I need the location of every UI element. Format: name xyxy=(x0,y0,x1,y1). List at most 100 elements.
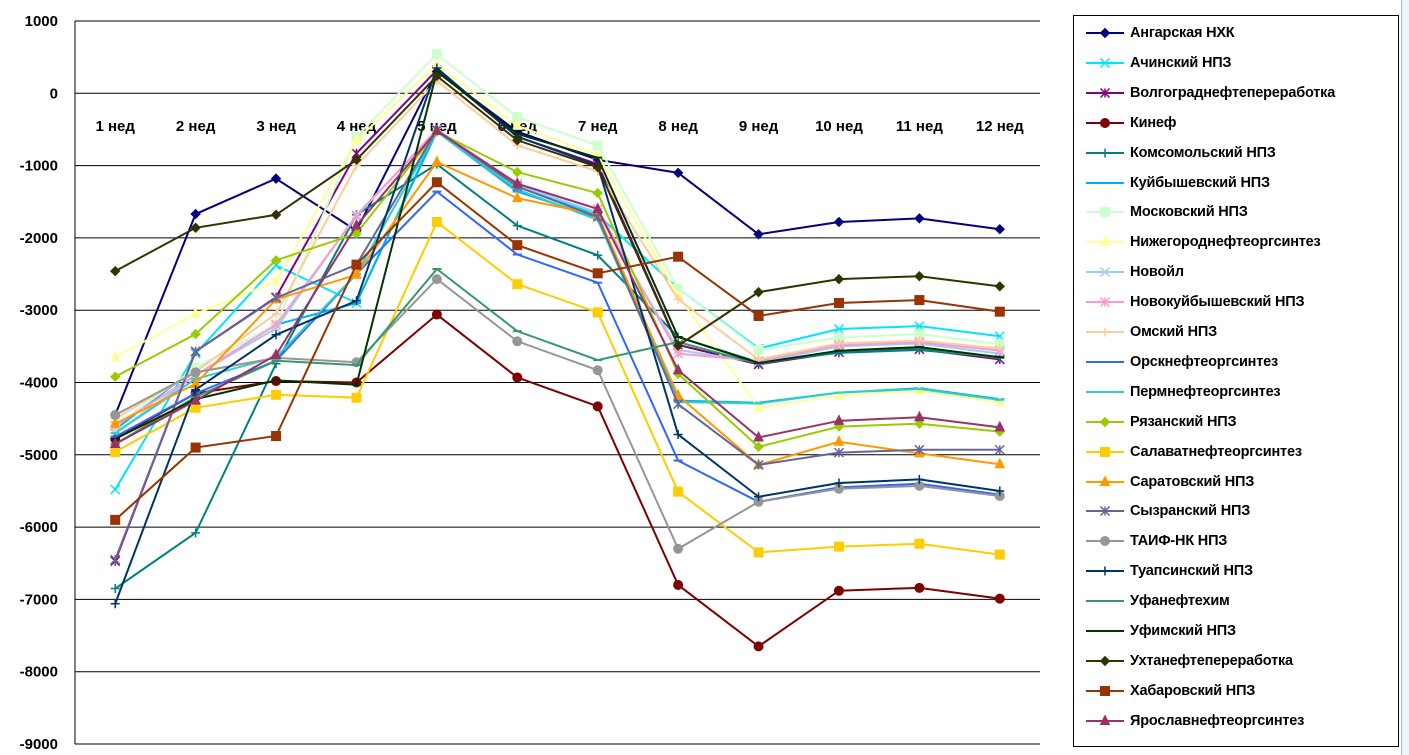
data-point xyxy=(994,457,1006,469)
series-line xyxy=(114,129,1000,445)
data-point xyxy=(190,346,201,357)
data-point xyxy=(753,547,764,558)
data-point xyxy=(834,478,844,488)
legend-label: Рязанский НПЗ xyxy=(1130,413,1237,430)
data-point xyxy=(1099,27,1111,39)
y-tick-labels: 1000 0 -1000 -2000 -3000 -4000 -5000 -6000 -7000… xyxy=(20,13,58,753)
legend-label: Салаватнефтеоргсинтез xyxy=(1130,443,1302,460)
legend-label: Комсомольский НПЗ xyxy=(1130,144,1276,161)
data-point xyxy=(512,135,523,146)
data-point xyxy=(914,582,925,593)
data-point xyxy=(994,593,1005,604)
series-2 xyxy=(110,124,1005,495)
data-point xyxy=(834,338,844,348)
legend-swatch xyxy=(1086,148,1124,158)
series-16 xyxy=(109,155,1006,469)
data-point xyxy=(833,447,844,458)
legend-swatch xyxy=(1086,416,1124,427)
data-point xyxy=(1100,566,1110,576)
data-point xyxy=(592,365,603,376)
legend-item: Московский НПЗ xyxy=(1074,201,1400,223)
data-point xyxy=(592,187,603,199)
legend-swatch xyxy=(1086,655,1124,667)
data-point xyxy=(1099,474,1111,486)
data-point xyxy=(833,585,844,596)
data-point xyxy=(351,296,361,306)
y-tick-label: -2000 xyxy=(20,230,58,247)
series-line xyxy=(114,220,1000,556)
data-point xyxy=(1099,267,1111,278)
data-point xyxy=(110,584,120,594)
data-point xyxy=(1100,536,1110,547)
data-point xyxy=(271,389,282,400)
data-point xyxy=(191,385,201,395)
y-tick-label: -1000 xyxy=(20,158,58,175)
legend-item: ТАИФ-НК НПЗ xyxy=(1074,530,1400,552)
x-tick-label: 1 нед xyxy=(95,118,135,135)
legend-swatch xyxy=(1086,630,1124,632)
x-tick-label: 8 нед xyxy=(658,118,698,135)
legend-label: Новойл xyxy=(1130,264,1184,281)
data-point xyxy=(833,297,844,308)
data-point xyxy=(753,430,764,442)
series-line xyxy=(114,130,1000,448)
series-line xyxy=(114,66,1000,605)
data-point xyxy=(270,173,282,184)
data-point xyxy=(190,208,201,220)
series-line xyxy=(114,63,1000,409)
data-point xyxy=(271,330,281,340)
data-point xyxy=(833,273,845,285)
data-point xyxy=(994,420,1006,432)
legend-item: Волгограднефтепереработка xyxy=(1074,82,1400,104)
legend-swatch xyxy=(1086,474,1124,486)
data-point xyxy=(512,166,523,178)
data-point xyxy=(833,216,845,228)
data-point xyxy=(110,371,121,382)
data-point xyxy=(1100,207,1110,218)
x-tick-label: 12 нед xyxy=(976,118,1024,135)
data-point xyxy=(994,306,1005,317)
y-tick-label: -8000 xyxy=(20,664,58,681)
series-line xyxy=(114,277,1000,551)
data-point xyxy=(1099,416,1111,427)
data-point xyxy=(914,295,925,306)
series-line xyxy=(114,160,1000,467)
x-tick-labels: 1 нед 2 нед 3 нед 4 нед 5 нед 6 нед 7 нед 8 нед… xyxy=(95,118,1024,135)
data-point xyxy=(592,202,604,213)
series-5 xyxy=(110,159,1005,594)
x-tick-label: 9 нед xyxy=(739,118,779,135)
legend-item: Новойл xyxy=(1074,261,1400,283)
legend-item: Орскнефтеоргсинтез xyxy=(1074,351,1400,373)
data-point xyxy=(592,268,603,279)
legend-swatch xyxy=(1086,446,1124,457)
data-point xyxy=(431,177,442,188)
legend-item: Пермнефтеоргсинтез xyxy=(1074,381,1400,403)
data-point xyxy=(1099,655,1111,667)
legend-item: Рязанский НПЗ xyxy=(1074,411,1400,433)
data-point xyxy=(270,274,282,286)
series-line xyxy=(114,127,1000,491)
legend-swatch xyxy=(1086,207,1124,218)
legend-item: Туапсинский НПЗ xyxy=(1074,560,1400,582)
data-point xyxy=(351,154,362,166)
data-point xyxy=(753,310,764,321)
data-point xyxy=(190,307,201,318)
series-21 xyxy=(110,69,1005,440)
data-point xyxy=(673,430,683,440)
data-point xyxy=(753,401,764,412)
data-point xyxy=(431,124,443,135)
data-point xyxy=(673,399,684,410)
data-point xyxy=(110,554,121,565)
data-point xyxy=(994,549,1005,560)
gridlines xyxy=(75,20,1040,745)
data-point xyxy=(431,274,442,285)
data-point xyxy=(672,167,684,179)
legend-swatch xyxy=(1086,600,1124,603)
x-tick-label: 2 нед xyxy=(176,118,216,135)
legend-label: Сызранский НПЗ xyxy=(1130,503,1251,520)
legend-swatch xyxy=(1086,327,1124,337)
data-point xyxy=(994,444,1005,455)
data-point xyxy=(190,393,201,405)
data-point xyxy=(431,155,443,166)
data-point xyxy=(190,442,201,453)
